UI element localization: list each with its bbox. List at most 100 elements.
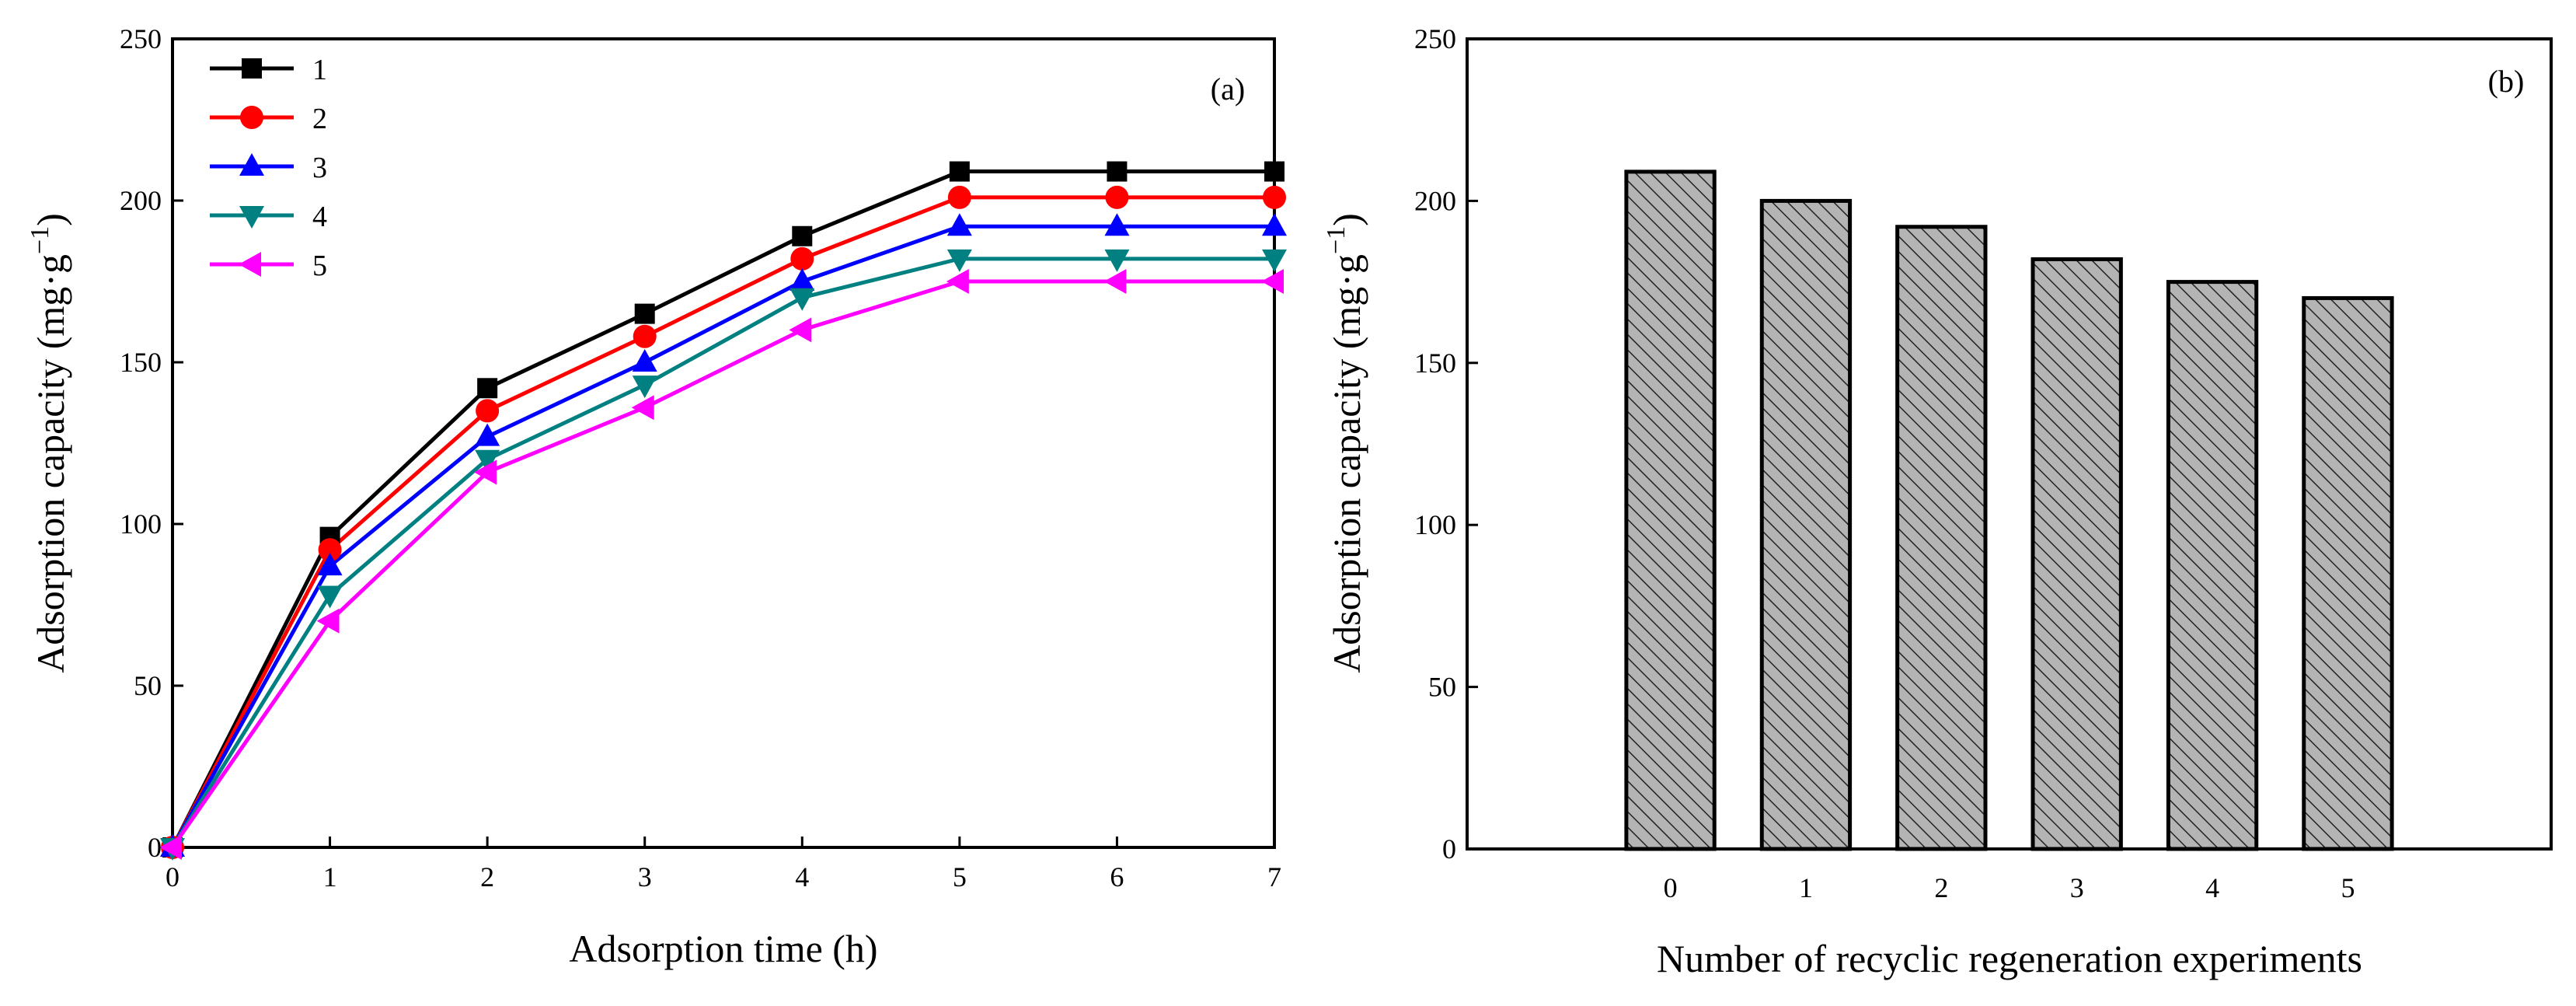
data-point-triangle-up bbox=[1104, 213, 1130, 236]
x-tick-label: 3 bbox=[638, 861, 652, 892]
plot-frame bbox=[171, 37, 1276, 849]
bar-1 bbox=[1759, 198, 1853, 851]
data-point-triangle-left bbox=[946, 269, 969, 294]
data-point-square bbox=[1107, 161, 1128, 182]
x-tick-label: 0 bbox=[1664, 872, 1678, 903]
series-line-4 bbox=[170, 257, 1274, 849]
series-line-1 bbox=[170, 169, 1274, 849]
axis-ticks bbox=[171, 37, 1276, 849]
data-point-square bbox=[949, 161, 970, 182]
bar-2 bbox=[1895, 225, 1988, 851]
x-axis-label: Adsorption time (h) bbox=[569, 927, 877, 970]
data-point-circle bbox=[790, 246, 814, 271]
y-tick-labels: 0 50 100 150 200 250 bbox=[120, 23, 162, 863]
x-tick-labels: 0 1 2 3 4 5 bbox=[1664, 872, 2355, 903]
y-tick-label: 200 bbox=[1414, 185, 1456, 216]
data-point-triangle-up bbox=[790, 268, 815, 291]
x-tick-labels: 0 1 2 3 4 5 6 7 bbox=[166, 861, 1281, 892]
data-point-circle bbox=[1263, 185, 1286, 209]
data-point-triangle-down bbox=[632, 376, 657, 399]
data-point-triangle-up bbox=[475, 423, 500, 446]
bar-0 bbox=[1624, 169, 1717, 851]
data-point-triangle-up bbox=[317, 553, 343, 576]
y-tick-label: 100 bbox=[120, 508, 162, 540]
data-point-triangle-left bbox=[316, 608, 340, 634]
data-point-triangle-down bbox=[1104, 249, 1130, 272]
data-point-triangle-down bbox=[946, 249, 972, 272]
data-point-square bbox=[242, 58, 262, 79]
data-point-triangle-left bbox=[1261, 269, 1284, 294]
data-point-triangle-up bbox=[1262, 213, 1287, 236]
data-point-circle bbox=[318, 538, 342, 562]
x-tick-label: 5 bbox=[953, 861, 967, 892]
data-point-triangle-left bbox=[789, 317, 812, 343]
legend-label: 3 bbox=[312, 152, 327, 184]
bar-chart-panel: 0 1 2 3 4 5 0 50 100 150 200 250 Number … bbox=[1322, 23, 2553, 980]
data-point-triangle-down bbox=[317, 585, 343, 609]
x-tick-label: 7 bbox=[1267, 861, 1281, 892]
data-point-triangle-up bbox=[632, 349, 657, 372]
x-tick-label: 2 bbox=[480, 861, 494, 892]
x-tick-label: 5 bbox=[2341, 872, 2355, 903]
data-point-circle bbox=[1105, 185, 1129, 209]
x-axis-label: Number of recyclic regeneration experime… bbox=[1657, 937, 2362, 980]
panel-label: (b) bbox=[2488, 64, 2525, 99]
series-line-2 bbox=[170, 195, 1274, 849]
data-point-circle bbox=[947, 185, 971, 209]
x-tick-label: 1 bbox=[1799, 872, 1813, 903]
legend-label: 2 bbox=[312, 103, 327, 135]
data-point-square bbox=[792, 225, 813, 246]
bars bbox=[1624, 169, 2394, 851]
y-tick-label: 250 bbox=[120, 23, 162, 54]
y-tick-labels: 0 50 100 150 200 250 bbox=[1414, 23, 1456, 865]
legend-label: 4 bbox=[312, 201, 327, 233]
data-point-circle bbox=[476, 399, 500, 423]
data-point-circle bbox=[240, 106, 263, 129]
x-tick-label: 2 bbox=[1934, 872, 1948, 903]
y-tick-label: 0 bbox=[148, 832, 162, 863]
data-point-triangle-up bbox=[239, 153, 264, 176]
data-point-square bbox=[477, 378, 498, 399]
data-point-triangle-left bbox=[239, 252, 261, 277]
line-chart-panel: 0 1 2 3 4 5 6 7 0 50 100 150 200 250 Ads… bbox=[26, 23, 1287, 970]
x-tick-label: 4 bbox=[795, 861, 809, 892]
data-point-triangle-down bbox=[475, 449, 500, 473]
bar-3 bbox=[2030, 257, 2123, 851]
data-point-triangle-left bbox=[474, 459, 497, 485]
series-line-5 bbox=[170, 279, 1274, 849]
y-tick-label: 0 bbox=[1442, 833, 1456, 865]
data-point-triangle-up bbox=[946, 213, 972, 236]
y-tick-label: 250 bbox=[1414, 23, 1456, 54]
data-point-triangle-left bbox=[1103, 269, 1127, 294]
series-line-3 bbox=[170, 224, 1274, 849]
y-tick-label: 50 bbox=[134, 670, 162, 701]
data-point-triangle-left bbox=[159, 835, 182, 860]
bar-4 bbox=[2166, 280, 2259, 851]
y-tick-label: 50 bbox=[1428, 672, 1456, 703]
series-markers bbox=[159, 161, 1287, 861]
y-tick-label: 150 bbox=[120, 347, 162, 378]
data-point-square bbox=[634, 303, 655, 324]
legend-label: 1 bbox=[312, 54, 327, 86]
y-axis-label: Adsorption capacity (mg·g−1) bbox=[1322, 213, 1368, 673]
x-tick-label: 3 bbox=[2070, 872, 2084, 903]
x-tick-label: 1 bbox=[323, 861, 337, 892]
y-tick-label: 150 bbox=[1414, 348, 1456, 379]
panel-label: (a) bbox=[1211, 72, 1245, 107]
legend: 1 2 3 4 5 bbox=[210, 54, 327, 282]
data-point-square bbox=[1264, 161, 1285, 182]
data-point-triangle-down bbox=[790, 288, 815, 311]
y-tick-label: 200 bbox=[120, 185, 162, 216]
x-tick-label: 0 bbox=[166, 861, 180, 892]
data-point-triangle-down bbox=[1262, 249, 1287, 272]
x-tick-label: 4 bbox=[2205, 872, 2219, 903]
data-point-circle bbox=[633, 324, 657, 348]
legend-label: 5 bbox=[312, 250, 327, 282]
data-point-triangle-down bbox=[239, 206, 264, 229]
x-tick-label: 6 bbox=[1110, 861, 1124, 892]
y-axis-label: Adsorption capacity (mg·g−1) bbox=[26, 213, 72, 673]
data-point-triangle-left bbox=[631, 395, 654, 421]
series-lines bbox=[170, 169, 1274, 849]
bar-5 bbox=[2302, 295, 2394, 851]
